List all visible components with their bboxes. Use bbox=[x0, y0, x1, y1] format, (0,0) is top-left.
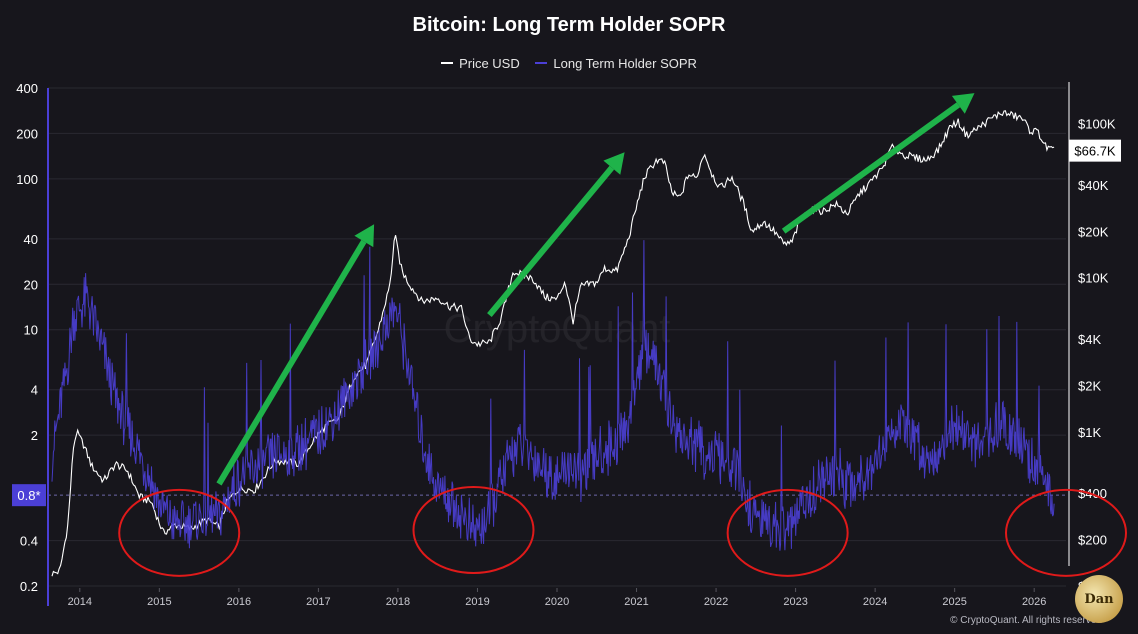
current-price-label: $66.7K bbox=[1074, 144, 1116, 159]
x-tick-label-2017: 2017 bbox=[306, 596, 330, 608]
current-price-tag bbox=[1069, 139, 1121, 162]
x-tick-label-2014: 2014 bbox=[68, 596, 92, 608]
legend-item-price[interactable]: Price USD bbox=[441, 56, 520, 71]
x-tick-label-2023: 2023 bbox=[783, 596, 807, 608]
left-tick-label-0-2: 0.2 bbox=[20, 579, 38, 594]
x-tick-label-2026: 2026 bbox=[1022, 596, 1046, 608]
arrow-shaft-rally-2016-2017 bbox=[216, 239, 367, 486]
legend-label-sopr: Long Term Holder SOPR bbox=[553, 55, 697, 71]
legend-item-sopr[interactable]: Long Term Holder SOPR bbox=[535, 56, 697, 71]
left-tick-label-100: 100 bbox=[16, 172, 38, 187]
arrow-head-rally-2016-2017 bbox=[354, 224, 375, 248]
reference-line-tag bbox=[12, 484, 46, 507]
left-tick-label-2: 2 bbox=[31, 428, 38, 443]
x-tick-label-2015: 2015 bbox=[147, 596, 171, 608]
left-tick-label-40: 40 bbox=[24, 232, 38, 247]
arrow-shaft-rally-2023-2025 bbox=[781, 102, 961, 234]
legend-swatch-sopr bbox=[535, 62, 548, 64]
left-tick-label-20: 20 bbox=[24, 277, 38, 292]
circle-bottom-2015 bbox=[118, 488, 241, 577]
right-tick-label--1k: $1K bbox=[1078, 425, 1101, 440]
right-tick-label--200: $200 bbox=[1078, 533, 1107, 548]
circle-bottom-2026 bbox=[1005, 488, 1127, 577]
x-tick-label-2021: 2021 bbox=[624, 596, 648, 608]
right-tick-label--4k: $4K bbox=[1078, 332, 1101, 347]
arrow-shaft-rally-2019-2020 bbox=[487, 165, 615, 317]
x-tick-label-2018: 2018 bbox=[386, 596, 410, 608]
author-badge: Dan bbox=[1075, 575, 1123, 623]
left-tick-label-200: 200 bbox=[16, 126, 38, 141]
arrow-head-rally-2023-2025 bbox=[951, 93, 975, 114]
right-tick-label--100k: $100K bbox=[1078, 117, 1116, 132]
x-tick-label-2022: 2022 bbox=[704, 596, 728, 608]
reference-line-label: 0.8* bbox=[17, 488, 40, 503]
left-tick-label-10: 10 bbox=[24, 323, 38, 338]
left-tick-label-4: 4 bbox=[31, 383, 38, 398]
right-tick-label--40k: $40K bbox=[1078, 178, 1109, 193]
legend-label-price: Price USD bbox=[459, 55, 520, 71]
copyright-credit: © CryptoQuant. All rights reserved bbox=[950, 615, 1102, 626]
x-tick-label-2020: 2020 bbox=[545, 596, 569, 608]
right-tick-label--20k: $20K bbox=[1078, 224, 1109, 239]
x-tick-label-2016: 2016 bbox=[227, 596, 251, 608]
circle-bottom-2018 bbox=[412, 486, 535, 575]
left-tick-label-0-4: 0.4 bbox=[20, 534, 38, 549]
legend-swatch-price bbox=[441, 62, 454, 64]
right-tick-label--10k: $10K bbox=[1078, 271, 1109, 286]
x-tick-label-2025: 2025 bbox=[942, 596, 966, 608]
x-tick-label-2019: 2019 bbox=[465, 596, 489, 608]
right-tick-label--2k: $2K bbox=[1078, 378, 1101, 393]
circle-bottom-2022 bbox=[726, 488, 849, 577]
left-tick-label-400: 400 bbox=[16, 81, 38, 96]
chart-legend: Price USD Long Term Holder SOPR bbox=[0, 52, 1138, 71]
x-tick-label-2024: 2024 bbox=[863, 596, 887, 608]
chart-title: Bitcoin: Long Term Holder SOPR bbox=[412, 14, 726, 36]
series-line-long-term-holder-sopr bbox=[51, 240, 1055, 551]
arrow-head-rally-2019-2020 bbox=[603, 152, 625, 175]
